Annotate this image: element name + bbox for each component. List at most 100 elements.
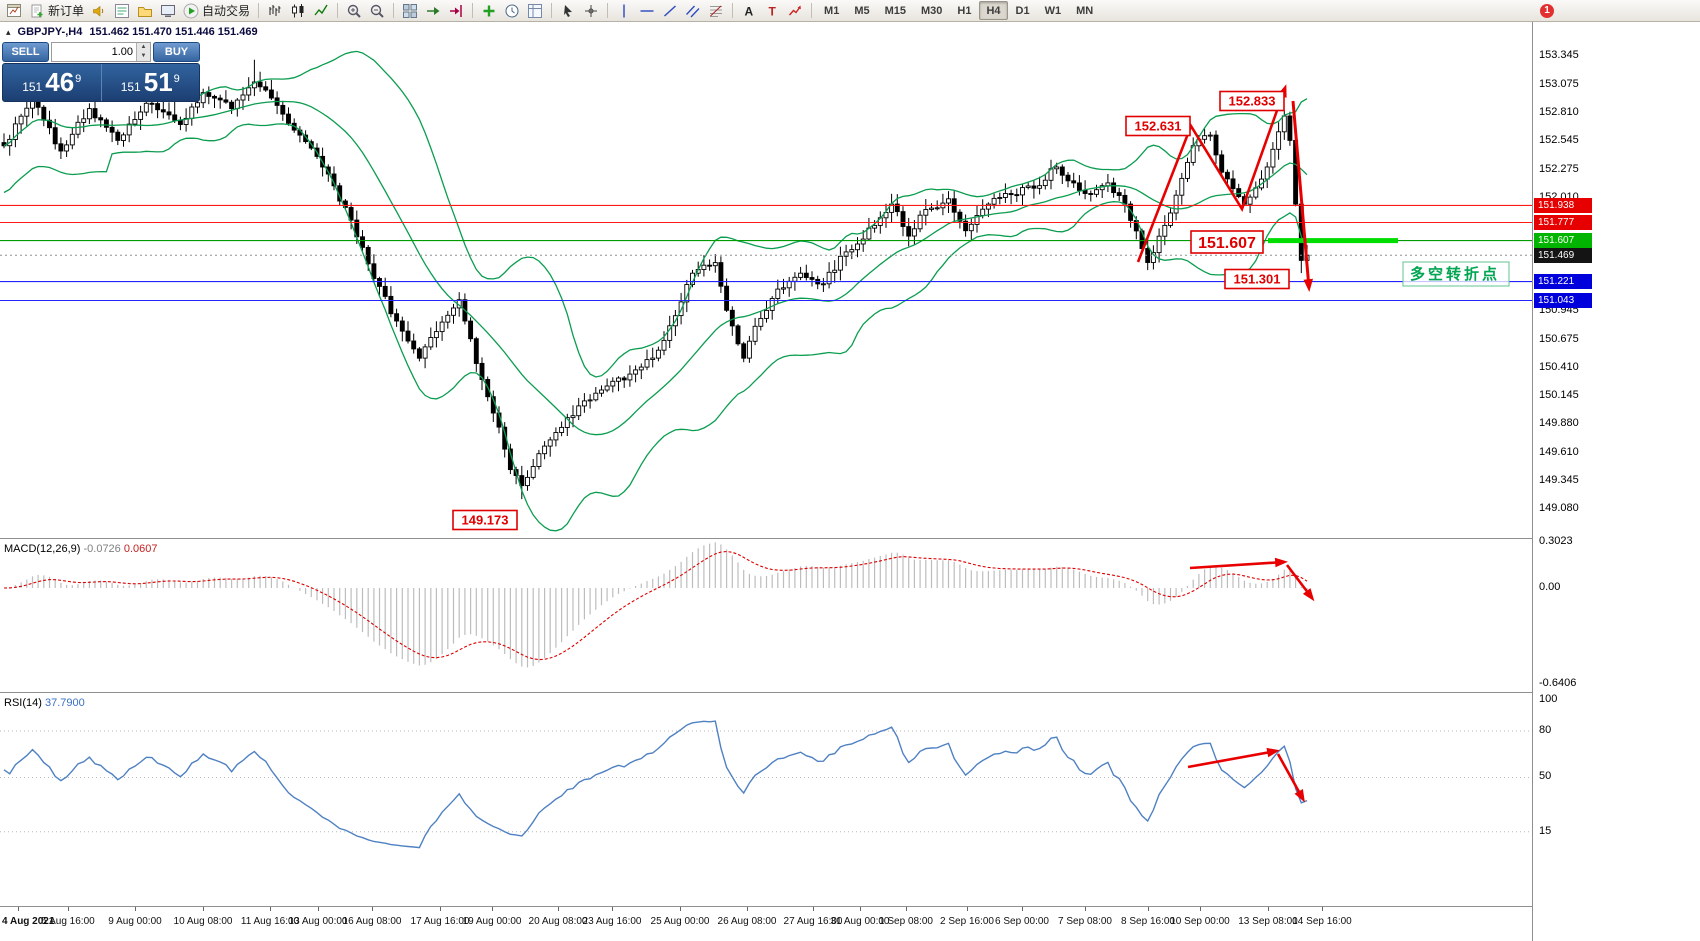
price-tick: 153.075 — [1539, 77, 1579, 90]
time-axis[interactable]: 4 Aug 2021 5 Aug 16:00 9 Aug 00:00 10 Aug 0… — [0, 906, 1700, 941]
chart-area[interactable]: 152.631 152.833 151.607 151.301 149.173 多空转折点… — [0, 22, 1700, 941]
navigator-icon[interactable] — [134, 1, 156, 20]
sell-button[interactable]: SELL — [2, 42, 49, 62]
toolbar: 新订单 自动交易 A T M1 M5 M15 M30 H1 H4 D1 W1 MN 1 — [0, 0, 1700, 22]
toolbar-separator — [472, 3, 474, 18]
auto-trading-button[interactable]: 自动交易 — [180, 1, 253, 20]
candlestick-chart-icon[interactable] — [287, 1, 309, 20]
lot-size-field[interactable]: 1.00 ▲ ▼ — [51, 42, 151, 62]
crosshair-icon[interactable] — [580, 1, 602, 20]
price-tick: 150.145 — [1539, 388, 1579, 401]
rsi-value: 37.7900 — [44, 697, 85, 709]
notification-badge[interactable]: 1 — [1540, 4, 1554, 18]
timeframe-mn-button[interactable]: MN — [1069, 1, 1100, 20]
zoom-in-icon[interactable] — [343, 1, 365, 20]
price-tick: 149.610 — [1539, 445, 1579, 458]
market-watch-icon[interactable] — [111, 1, 133, 20]
price-tick: 149.080 — [1539, 501, 1579, 514]
spin-down-icon[interactable]: ▼ — [140, 53, 147, 59]
channel-icon[interactable] — [682, 1, 704, 20]
time-label: 4 Aug 2021 — [2, 916, 55, 927]
macd-indicator-label: MACD(12,26,9) -0.0726 0.0607 — [4, 543, 158, 555]
zoomin-glyph — [347, 4, 361, 18]
lot-size-value[interactable]: 1.00 — [111, 46, 133, 58]
collapse-trade-panel-icon[interactable]: ▴ — [6, 26, 11, 37]
timeframe-m30-button[interactable]: M30 — [914, 1, 949, 20]
auto-scroll-icon[interactable] — [422, 1, 444, 20]
macd-scale-tick: -0.6406 — [1539, 677, 1577, 689]
time-label: 8 Sep 16:00 — [1121, 916, 1175, 927]
time-label: 20 Aug 08:00 — [528, 916, 588, 927]
time-label: 1 Sep 08:00 — [879, 916, 933, 927]
horizontal-line-icon[interactable] — [636, 1, 658, 20]
time-label: 14 Sep 16:00 — [1292, 916, 1352, 927]
timeframe-m1-button[interactable]: M1 — [817, 1, 846, 20]
toolbar-separator — [732, 3, 734, 18]
autoscroll-glyph — [427, 6, 440, 15]
time-tick — [967, 907, 968, 911]
svg-text:152.833: 152.833 — [1229, 94, 1276, 109]
price-tick: 153.345 — [1539, 49, 1579, 61]
timeframe-m5-button[interactable]: M5 — [847, 1, 876, 20]
vertical-line-icon[interactable] — [613, 1, 635, 20]
time-label: 16 Aug 08:00 — [342, 916, 402, 927]
templates-icon[interactable] — [524, 1, 546, 20]
timeframe-m15-button[interactable]: M15 — [878, 1, 913, 20]
one-click-trading-panel: SELL 1.00 ▲ ▼ BUY 151 46 9 151 51 9 — [2, 42, 200, 102]
time-tick — [492, 907, 493, 911]
price-chart[interactable]: 152.631 152.833 151.607 151.301 149.173 多空转折点 — [0, 22, 1532, 538]
time-label: 10 Sep 00:00 — [1170, 916, 1230, 927]
buy-price[interactable]: 151 51 9 — [102, 64, 200, 101]
time-tick — [270, 907, 271, 911]
tile-windows-icon[interactable] — [399, 1, 421, 20]
periods-icon[interactable] — [501, 1, 523, 20]
time-label: 17 Aug 16:00 — [410, 916, 470, 927]
sell-price[interactable]: 151 46 9 — [3, 64, 101, 101]
indicators-icon[interactable] — [478, 1, 500, 20]
trendline-icon[interactable] — [659, 1, 681, 20]
chart-shift-icon[interactable] — [445, 1, 467, 20]
cursor-icon[interactable] — [557, 1, 579, 20]
play-glyph — [183, 3, 199, 18]
time-label: 13 Sep 08:00 — [1238, 916, 1298, 927]
timeframe-d1-button[interactable]: D1 — [1009, 1, 1037, 20]
time-label: 31 Aug 00:00 — [830, 916, 890, 927]
timeframe-w1-button[interactable]: W1 — [1038, 1, 1069, 20]
terminal-glyph — [161, 4, 176, 17]
svg-text:151.301: 151.301 — [1234, 272, 1281, 287]
price-level-label: 151.469 — [1534, 247, 1592, 263]
chartshift-glyph — [450, 4, 462, 17]
panel-separator[interactable] — [0, 538, 1700, 539]
arrows-icon[interactable] — [784, 1, 806, 20]
time-tick — [1200, 907, 1201, 911]
line-chart-icon[interactable] — [310, 1, 332, 20]
new-order-button[interactable]: 新订单 — [26, 1, 87, 20]
time-tick — [1322, 907, 1323, 911]
templates-glyph — [528, 3, 543, 18]
fibonacci-icon[interactable] — [705, 1, 727, 20]
timeframe-h1-button[interactable]: H1 — [950, 1, 978, 20]
timeframe-h4-button[interactable]: H4 — [979, 1, 1008, 20]
macd-scale-tick: 0.3023 — [1539, 535, 1573, 547]
price-scale[interactable]: 153.345 153.075 152.810 152.545 152.275 152.0… — [1532, 22, 1700, 941]
indicators-glyph — [483, 5, 495, 16]
lot-spinner[interactable]: ▲ ▼ — [136, 43, 150, 61]
terminal-icon[interactable] — [157, 1, 179, 20]
new-chart-icon[interactable] — [3, 1, 25, 20]
zoom-out-icon[interactable] — [366, 1, 388, 20]
text-label-icon[interactable]: T — [761, 1, 783, 20]
macd-panel — [3, 542, 1315, 668]
alerts-icon[interactable] — [88, 1, 110, 20]
panel-separator[interactable] — [0, 692, 1700, 693]
time-tick — [1085, 907, 1086, 911]
sell-price-main: 46 — [45, 67, 75, 97]
macd-name: MACD(12,26,9) — [4, 543, 81, 555]
text-icon[interactable]: A — [738, 1, 760, 20]
time-tick — [558, 907, 559, 911]
price-tick: 152.275 — [1539, 162, 1579, 175]
macd-value-main: -0.0726 — [83, 543, 121, 555]
buy-button[interactable]: BUY — [153, 42, 200, 62]
spin-up-icon[interactable]: ▲ — [140, 44, 147, 50]
bar-chart-icon[interactable] — [264, 1, 286, 20]
